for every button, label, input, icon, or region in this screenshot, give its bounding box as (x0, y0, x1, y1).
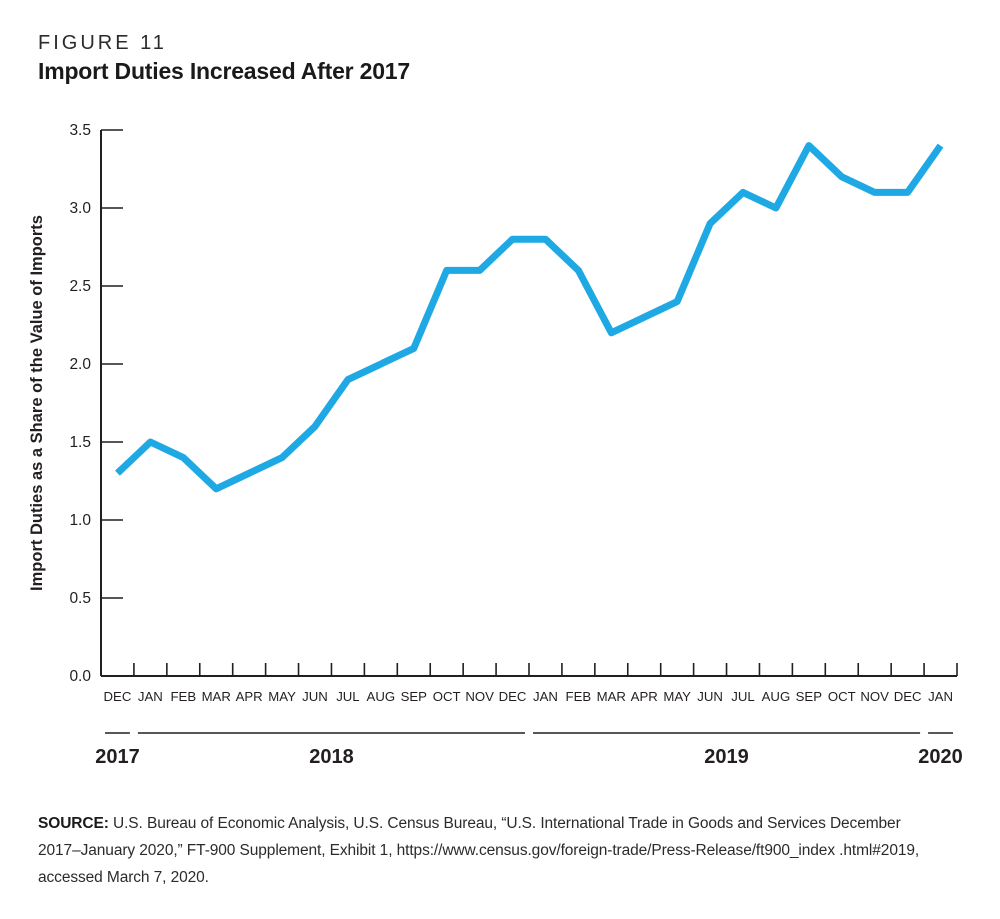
x-tick-label: MAY (268, 689, 296, 704)
x-tick-label: JAN (928, 689, 953, 704)
x-tick-label: DEC (894, 689, 922, 704)
source-note: SOURCE: U.S. Bureau of Economic Analysis… (38, 810, 946, 891)
y-tick-label: 2.0 (69, 356, 91, 373)
data-series-line (115, 142, 944, 493)
y-tick-label: 2.5 (69, 278, 91, 295)
x-tick-label: FEB (170, 689, 196, 704)
x-tick-label: JAN (138, 689, 163, 704)
x-tick-label: MAY (663, 689, 691, 704)
y-tick-label: 1.0 (69, 512, 91, 529)
x-tick-label: JAN (533, 689, 558, 704)
y-tick-label: 3.0 (69, 200, 91, 217)
x-tick-label: APR (631, 689, 658, 704)
x-tick-label: DEC (499, 689, 527, 704)
y-tick-label: 1.5 (69, 434, 91, 451)
year-label: 2020 (918, 746, 963, 768)
x-tick-label: NOV (465, 689, 494, 704)
x-tick-label: OCT (828, 689, 856, 704)
x-tick-label: JUN (302, 689, 328, 704)
y-axis-title: Import Duties as a Share of the Value of… (28, 215, 46, 591)
year-label: 2018 (309, 746, 354, 768)
x-tick-label: APR (236, 689, 263, 704)
x-tick-label: MAR (597, 689, 626, 704)
x-tick-label: JUL (336, 689, 359, 704)
x-tick-label: SEP (796, 689, 823, 704)
year-label: 2017 (95, 746, 140, 768)
figure-label: FIGURE 11 (38, 32, 167, 54)
x-tick-label: JUN (697, 689, 723, 704)
y-tick-label: 0.0 (69, 668, 91, 685)
y-tick-label: 0.5 (69, 590, 91, 607)
year-label: 2019 (704, 746, 749, 768)
x-tick-label: JUL (731, 689, 754, 704)
x-tick-label: FEB (566, 689, 592, 704)
x-tick-label: MAR (202, 689, 231, 704)
source-text: U.S. Bureau of Economic Analysis, U.S. C… (38, 815, 920, 886)
x-tick-label: DEC (104, 689, 132, 704)
x-tick-label: AUG (367, 689, 396, 704)
source-label: SOURCE: (38, 815, 109, 832)
x-tick-label: AUG (762, 689, 791, 704)
x-tick-label: OCT (433, 689, 461, 704)
y-tick-label: 3.5 (69, 122, 91, 139)
x-tick-label: NOV (860, 689, 889, 704)
x-tick-label: SEP (401, 689, 428, 704)
figure-title: Import Duties Increased After 2017 (38, 58, 410, 84)
